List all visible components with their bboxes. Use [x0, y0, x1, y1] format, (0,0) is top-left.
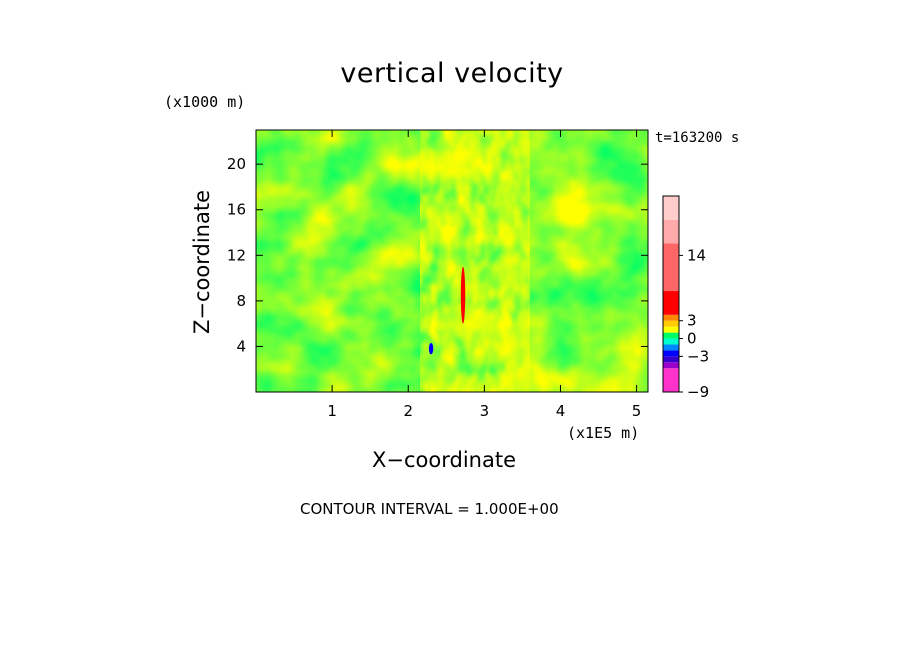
plot-area	[256, 130, 648, 392]
colorbar-tick-label: 14	[687, 246, 706, 264]
y-tick-label: 16	[227, 201, 246, 219]
colorbar-band	[663, 350, 679, 357]
colorbar-band	[663, 362, 679, 369]
chart-title: vertical velocity	[340, 58, 564, 89]
colorbar-band	[663, 332, 679, 339]
time-stamp: t=163200 s	[655, 130, 740, 146]
colorbar-band	[663, 243, 679, 292]
colorbar-tick-label: 3	[687, 312, 697, 330]
colorbar-band	[663, 314, 679, 321]
colorbar-tick-label: −3	[687, 347, 709, 365]
feature-negative-1	[428, 343, 434, 355]
colorbar-tick-label: −9	[687, 383, 709, 401]
x-tick-label: 5	[632, 402, 642, 420]
y-tick-label: 12	[227, 246, 246, 264]
z-axis-units: (x1000 m)	[164, 93, 246, 111]
x-axis-units: (x1E5 m)	[567, 424, 640, 442]
colorbar-band	[663, 320, 679, 327]
x-tick-label: 1	[327, 402, 337, 420]
y-tick-label: 8	[236, 292, 246, 310]
colorbar-band	[663, 291, 679, 315]
feature-positive-0	[460, 266, 466, 324]
x-tick-label: 4	[556, 402, 566, 420]
center-turbulence-texture	[420, 130, 530, 392]
colorbar-band	[663, 344, 679, 351]
colorbar-band	[663, 368, 679, 392]
colorbar-band	[663, 356, 679, 363]
y-tick-label: 4	[236, 337, 246, 355]
x-tick-label: 3	[480, 402, 490, 420]
colorbar-band	[663, 338, 679, 345]
colorbar-band	[663, 219, 679, 244]
colorbar: 14 30−3 −9	[662, 195, 709, 401]
x-tick-label: 2	[403, 402, 413, 420]
colorbar-frame	[662, 195, 680, 393]
plot-frame	[255, 129, 649, 393]
colorbar-tick-label: 0	[687, 330, 697, 348]
y-tick-label: 20	[227, 155, 246, 173]
x-axis-label: X−coordinate	[372, 448, 516, 472]
contour-interval-note: CONTOUR INTERVAL = 1.000E+00	[300, 500, 559, 518]
colorbar-band	[663, 196, 679, 220]
colorbar-band	[663, 326, 679, 333]
